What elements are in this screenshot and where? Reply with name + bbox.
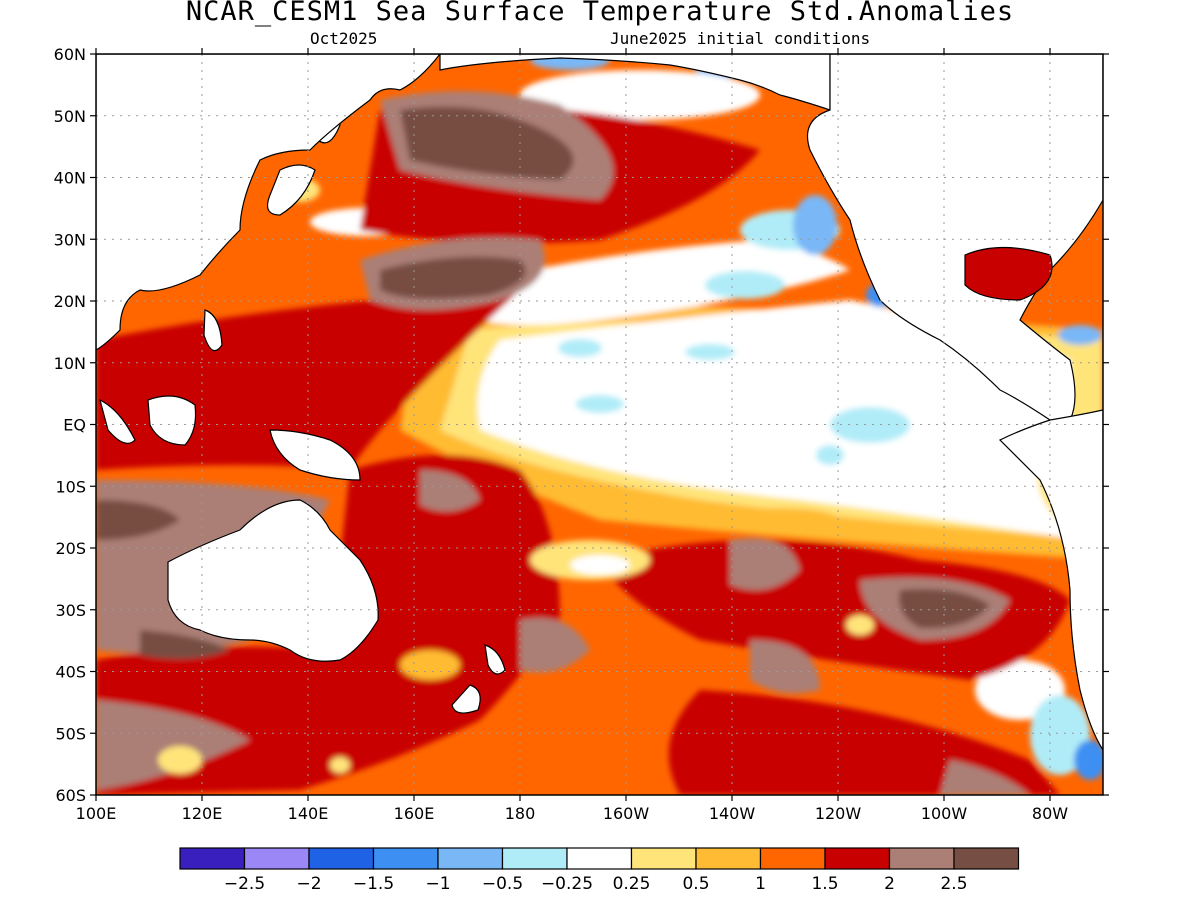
lat-tick-label: 50N (54, 107, 86, 126)
lon-tick-label: 100E (76, 804, 117, 823)
lon-tick-label: 140W (709, 804, 756, 823)
colorbar-label: 2.5 (940, 874, 967, 894)
latitude-axis: 60N 50N 40N 30N 20N 10N EQ 10S 20S 30S 40S 50S 60S (54, 45, 1109, 805)
forecast-month: Oct2025 (310, 29, 378, 48)
lat-tick-label: 60S (55, 786, 86, 805)
colorbar-label: 1.5 (811, 874, 838, 894)
lon-tick-label: 160E (394, 804, 435, 823)
lat-tick-label: 10N (54, 354, 86, 373)
land-masses (96, 54, 1103, 752)
colorbar-swatch (243, 847, 310, 870)
colorbar-swatch (179, 847, 246, 870)
colorbar-label: 2 (884, 874, 895, 894)
colorbar: −2.5 −2 −1.5 −1 −0.5 −0.25 0.25 0.5 1 1.5 2 2.5 (179, 847, 1020, 894)
colorbar-label: −0.5 (482, 874, 523, 894)
colorbar-swatch (372, 847, 439, 870)
lon-tick-label: 120W (815, 804, 862, 823)
lat-tick-label: 30N (54, 230, 86, 249)
longitude-axis: 100E 120E 140E 160E 180 160W 140W 120W 100W 80W (76, 48, 1068, 823)
anomaly-field (96, 54, 1103, 795)
colorbar-label: 1 (755, 874, 766, 894)
lon-tick-label: 100W (921, 804, 968, 823)
lon-tick-label: 80W (1032, 804, 1068, 823)
chart-title: NCAR_CESM1 Sea Surface Temperature Std.A… (185, 0, 1015, 27)
colorbar-label: 0.25 (613, 874, 651, 894)
colorbar-swatch (824, 847, 891, 870)
lon-tick-label: 160W (603, 804, 650, 823)
colorbar-swatch (953, 847, 1020, 870)
lat-tick-label: 20S (55, 539, 86, 558)
colorbar-swatch (308, 847, 375, 870)
colorbar-swatch (695, 847, 762, 870)
colorbar-swatch (437, 847, 504, 870)
graticule (96, 54, 1103, 795)
colorbar-label: −2 (296, 874, 321, 894)
lat-tick-label: 50S (55, 724, 86, 743)
colorbar-label: −0.25 (541, 874, 593, 894)
colorbar-label: −2.5 (224, 874, 265, 894)
colorbar-label: −1.5 (353, 874, 394, 894)
lat-tick-label: 40S (55, 663, 86, 682)
lat-tick-label: 40N (54, 169, 86, 188)
colorbar-swatch (501, 847, 568, 870)
lat-tick-label: 60N (54, 45, 86, 64)
lat-tick-label: 30S (55, 601, 86, 620)
lat-tick-label: 20N (54, 292, 86, 311)
lon-tick-label: 120E (182, 804, 223, 823)
colorbar-swatch (566, 847, 633, 870)
colorbar-swatch (888, 847, 955, 870)
lat-tick-label: 10S (55, 477, 86, 496)
colorbar-swatch (759, 847, 826, 870)
lon-tick-label: 140E (288, 804, 329, 823)
colorbar-label: 0.5 (682, 874, 709, 894)
initial-conditions-label: June2025 initial conditions (610, 29, 871, 48)
lon-tick-label: 180 (505, 804, 536, 823)
colorbar-swatch (630, 847, 697, 870)
lat-tick-label: EQ (63, 416, 86, 435)
colorbar-label: −1 (425, 874, 450, 894)
